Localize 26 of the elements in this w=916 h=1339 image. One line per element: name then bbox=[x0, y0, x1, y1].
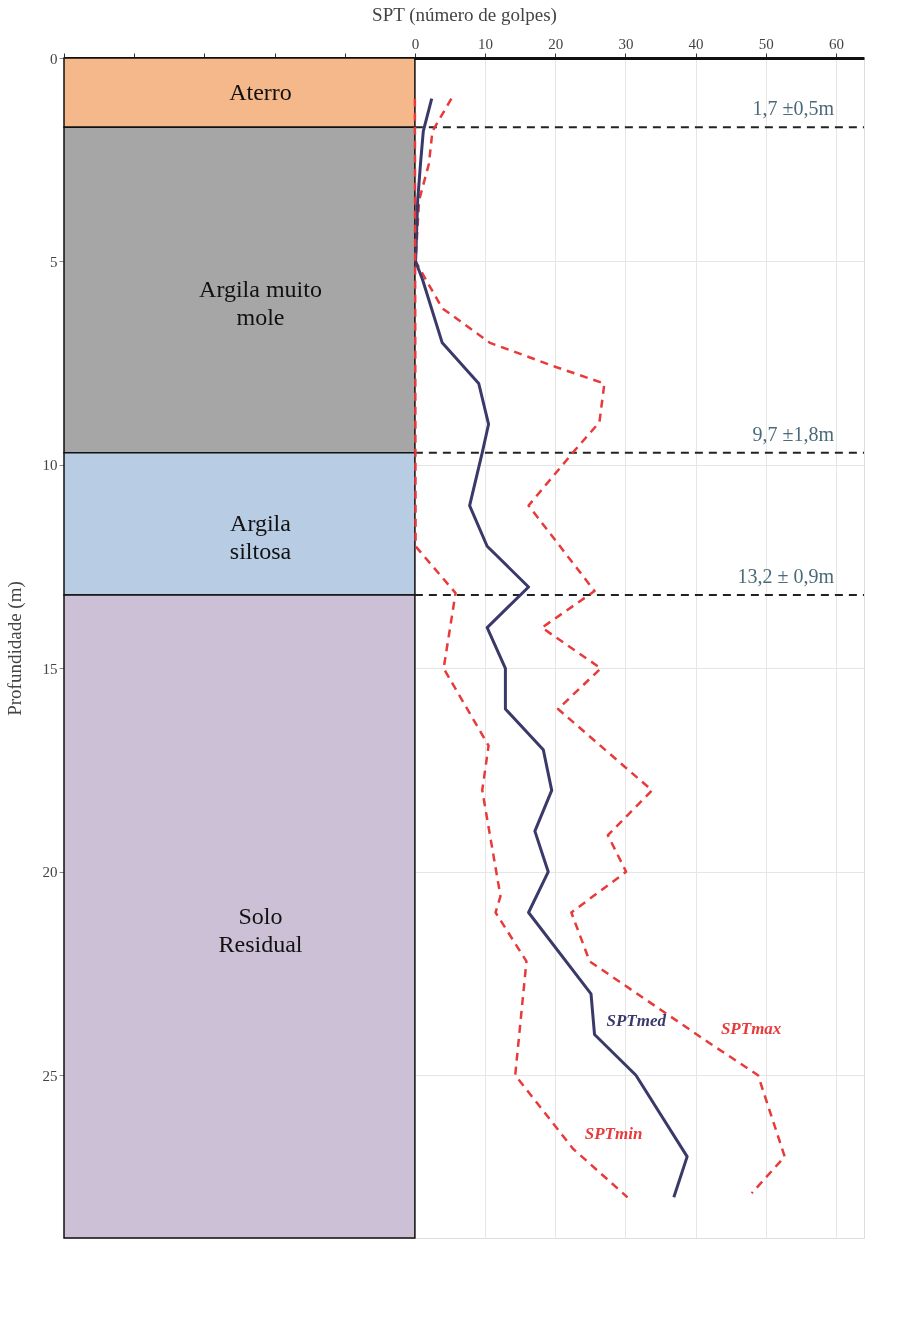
ref-line-label: 13,2 ± 0,9m bbox=[737, 565, 835, 588]
y-tick-label: 15 bbox=[42, 660, 58, 677]
y-tick-label: 25 bbox=[42, 1067, 58, 1084]
y-tick-label: 0 bbox=[50, 50, 58, 67]
band-label: Argila siltosa bbox=[229, 509, 292, 564]
series-label: SPTmin bbox=[584, 1124, 643, 1144]
band-label: Solo Residual bbox=[218, 902, 303, 957]
band-label: Aterro bbox=[229, 78, 292, 105]
series-label: SPTmax bbox=[720, 1018, 782, 1038]
band-label: Argila muito mole bbox=[199, 275, 322, 330]
x-tick-label: 60 bbox=[828, 35, 844, 52]
ref-line-label: 9,7 ±1,8m bbox=[752, 422, 835, 445]
x-tick-label: 30 bbox=[618, 35, 634, 52]
y-tick-label: 5 bbox=[50, 253, 58, 270]
y-tick-label: 10 bbox=[42, 457, 58, 474]
x-tick-label: 40 bbox=[688, 35, 704, 52]
x-tick-label: 0 bbox=[411, 35, 420, 52]
y-axis-title: Profundidade (m) bbox=[3, 581, 26, 716]
y-tick-label: 20 bbox=[42, 864, 58, 881]
ref-line-label: 1,7 ±0,5m bbox=[752, 97, 835, 120]
x-axis-title: SPT (número de golpes) bbox=[372, 3, 557, 26]
x-tick-label: 10 bbox=[478, 35, 494, 52]
line-series bbox=[414, 97, 689, 1199]
series-label: SPTmed bbox=[606, 1010, 667, 1030]
x-tick-label: 50 bbox=[758, 35, 774, 52]
x-tick-label: 20 bbox=[548, 35, 564, 52]
